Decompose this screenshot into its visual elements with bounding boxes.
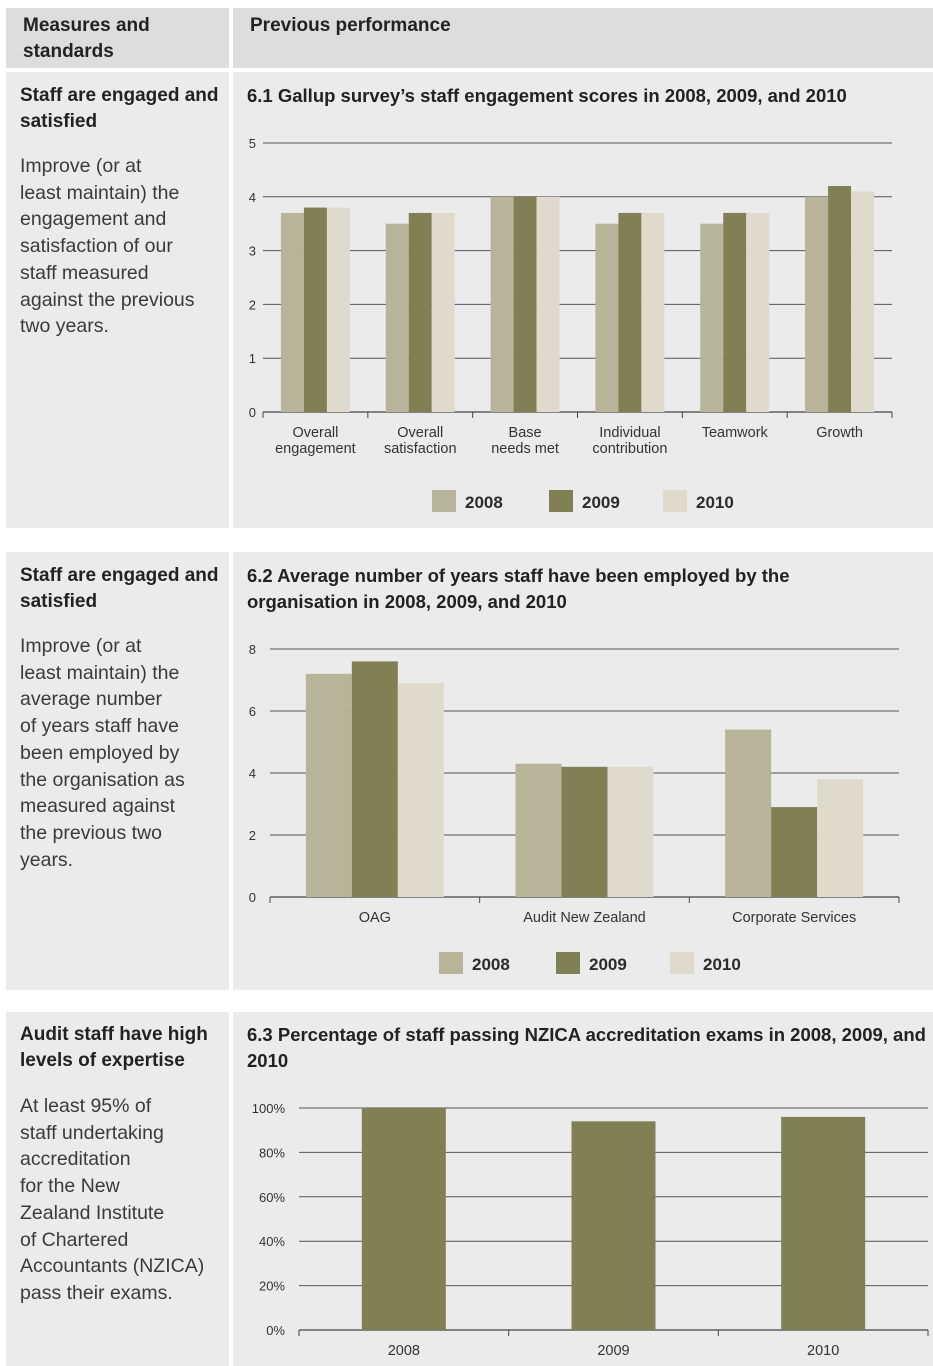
chart-2-ytick-label: 2 — [249, 828, 256, 843]
section-2-measure-title: Staff are engaged and satisfied — [20, 565, 219, 612]
chart-1-bar-individual-contribution-2010 — [641, 212, 665, 412]
chart-2-bar-audit-new-zealand-2010 — [607, 766, 654, 897]
chart-2-legend-swatch-2010 — [670, 952, 694, 974]
chart-2-category-label: Corporate Services — [732, 910, 856, 926]
chart-3-category-label: 2009 — [597, 1343, 629, 1359]
chart-1-bar-overall-engagement-2008 — [280, 212, 304, 412]
chart-1-legend-swatch-2008 — [432, 490, 456, 512]
chart-2-ytick-label: 8 — [249, 642, 256, 657]
chart-1-category-label: Teamwork — [702, 425, 769, 441]
chart-3-category-label: 2008 — [388, 1343, 420, 1359]
chart-1-ytick-label: 4 — [249, 190, 256, 205]
chart-1-legend-swatch-2010 — [663, 490, 687, 512]
header-performance-cell — [233, 8, 933, 68]
chart-3-ytick-label: 100% — [252, 1101, 286, 1116]
header-performance-label: Previous performance — [250, 15, 451, 36]
chart-1-bar-overall-satisfaction-2009 — [408, 212, 432, 412]
chart-2-bar-corporate-services-2008 — [725, 729, 772, 897]
chart-1-legend-label-2010: 2010 — [696, 493, 734, 512]
chart-1-bar-overall-engagement-2009 — [303, 207, 327, 412]
chart-1-category-label: Overall satisfaction — [384, 425, 457, 457]
chart-1-bar-base-needs-met-2010 — [536, 196, 560, 412]
chart-2-legend-swatch-2009 — [556, 952, 580, 974]
chart-2-bar-oag-2009 — [351, 661, 398, 897]
chart-1-legend-swatch-2009 — [549, 490, 573, 512]
chart-2-bar-oag-2010 — [397, 683, 444, 897]
chart-1-bar-teamwork-2010 — [746, 212, 770, 412]
header-measures-cell — [6, 8, 229, 68]
chart-3-bar-2009-single — [571, 1121, 656, 1330]
chart-1-ytick-label: 0 — [249, 405, 256, 420]
chart-1-ytick-label: 3 — [249, 244, 256, 259]
chart-3-ytick-label: 40% — [259, 1234, 285, 1249]
chart-1-bar-overall-satisfaction-2010 — [431, 212, 455, 412]
chart-2-bar-corporate-services-2009 — [771, 807, 818, 897]
chart-1-bar-overall-satisfaction-2008 — [385, 223, 409, 412]
chart-1-legend-label-2009: 2009 — [582, 493, 620, 512]
chart-2-bar-oag-2008 — [305, 673, 352, 897]
chart-3-ytick-label: 80% — [259, 1145, 285, 1160]
chart-2-legend-label-2008: 2008 — [472, 955, 510, 974]
chart-1-bar-growth-2008 — [805, 196, 829, 412]
chart-2-ytick-label: 4 — [249, 766, 256, 781]
chart-3-ytick-label: 60% — [259, 1190, 285, 1205]
chart-3-bar-2010-single — [781, 1116, 866, 1330]
chart-2-bar-audit-new-zealand-2009 — [561, 766, 608, 897]
chart-1-ytick-label: 1 — [249, 351, 256, 366]
chart-1-bar-growth-2010 — [851, 191, 875, 412]
chart-2-bar-corporate-services-2010 — [817, 779, 864, 897]
chart-3-ytick-label: 20% — [259, 1279, 285, 1294]
chart-1-legend-label-2008: 2008 — [465, 493, 503, 512]
chart-2-ytick-label: 0 — [249, 890, 256, 905]
section-3-measure-text: At least 95% of staff undertaking accred… — [20, 1095, 205, 1304]
chart-1-bar-individual-contribution-2009 — [618, 212, 642, 412]
chart-1-category-label: Base needs met — [491, 425, 559, 457]
chart-3-bar-2008-single — [361, 1108, 446, 1330]
chart-2-legend-label-2009: 2009 — [589, 955, 627, 974]
section-3-measure-title: Audit staff have high levels of expertis… — [20, 1024, 208, 1071]
chart-2-legend-label-2010: 2010 — [703, 955, 741, 974]
chart-2-category-label: OAG — [359, 910, 391, 926]
section-1-measure-title: Staff are engaged and satisfied — [20, 85, 219, 132]
chart-1-category-label: Individual contribution — [592, 425, 667, 457]
chart-2-category-label: Audit New Zealand — [523, 910, 646, 926]
chart-1-bar-base-needs-met-2008 — [490, 196, 514, 412]
chart-2-bar-audit-new-zealand-2008 — [515, 763, 562, 897]
chart-1-bar-teamwork-2009 — [723, 212, 747, 412]
chart-1-title: 6.1 Gallup survey’s staff engagement sco… — [247, 85, 847, 106]
chart-1-ytick-label: 2 — [249, 297, 256, 312]
section-1-measure-cell — [6, 72, 229, 528]
chart-3-title: 6.3 Percentage of staff passing NZICA ac… — [247, 1024, 926, 1071]
chart-1-ytick-label: 5 — [249, 136, 256, 151]
chart-1-bar-base-needs-met-2009 — [513, 196, 537, 412]
chart-1-bar-overall-engagement-2010 — [326, 207, 350, 412]
chart-1-category-label: Growth — [816, 425, 863, 441]
section-2-measure-text: Improve (or at least maintain) the avera… — [20, 635, 185, 871]
chart-1-bar-individual-contribution-2008 — [595, 223, 619, 412]
section-2-measure-cell — [6, 552, 229, 990]
chart-1-bar-growth-2009 — [828, 186, 852, 412]
chart-3-ytick-label: 0% — [266, 1323, 285, 1338]
chart-3-category-label: 2010 — [807, 1343, 839, 1359]
chart-1-bar-teamwork-2008 — [700, 223, 724, 412]
section-1-measure-text: Improve (or at least maintain) the engag… — [20, 155, 195, 338]
chart-2-ytick-label: 6 — [249, 704, 256, 719]
chart-1-category-label: Overall engagement — [275, 425, 356, 457]
chart-2-legend-swatch-2008 — [439, 952, 463, 974]
header-measures-label: Measures and standards — [23, 15, 150, 62]
section-3-measure-cell — [6, 1012, 229, 1366]
chart-2-title: 6.2 Average number of years staff have b… — [247, 565, 790, 612]
